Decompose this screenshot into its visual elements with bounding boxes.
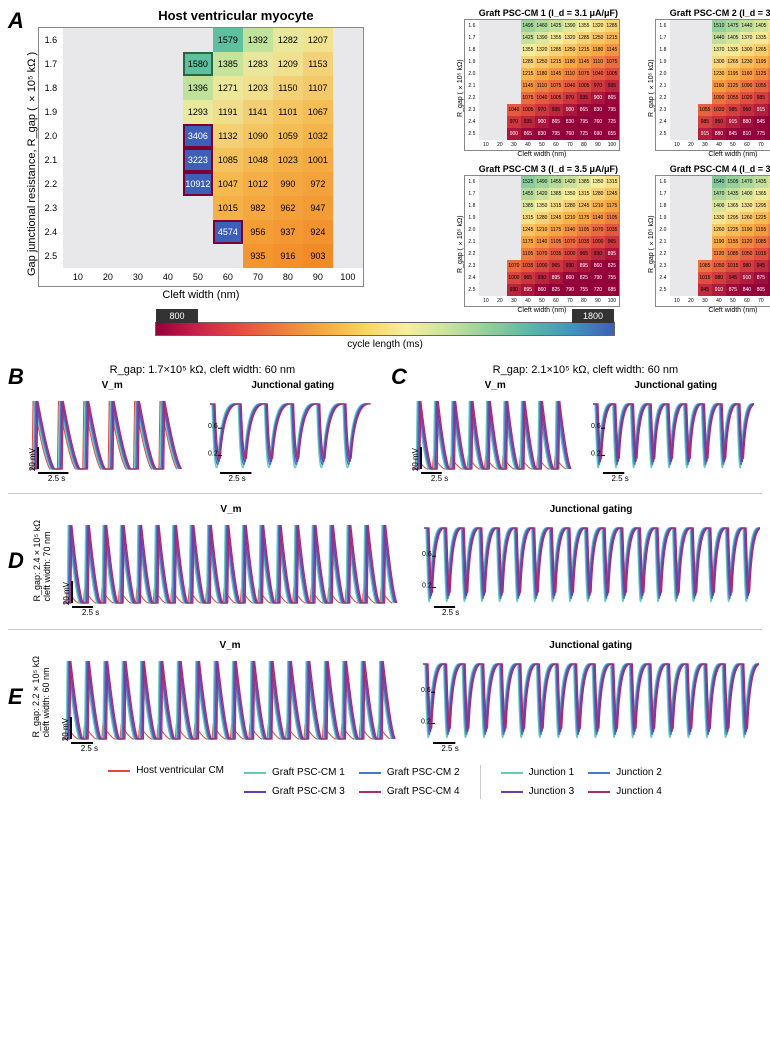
colorbar-high: 1800 [572,309,614,323]
legend-item: Graft PSC-CM 4 [359,784,460,799]
colorbar-label: cycle length (ms) [155,339,615,350]
panel-d-gate-scale-h: 2.5 s [442,608,459,617]
panel-b-vm-trace [26,393,191,483]
panel-c-vm-trace [409,393,574,483]
host-ylabel: Gap junctional resistance, R_gap ( ×10⁵ … [24,27,38,301]
svg-text:0.6: 0.6 [208,423,218,430]
colorbar-low: 800 [156,309,198,323]
panel-e-gate-scale-h: 2.5 s [441,744,458,753]
panel-b-scale-v: 20 mV [28,448,37,471]
panel-b-gate-scale-h: 2.5 s [228,474,245,483]
legend-item: Host ventricular CM [108,765,224,776]
legend-item: Graft PSC-CM 2 [359,765,460,780]
colorbar: 800 1800 cycle length (ms) [155,322,615,350]
panel-d-vm-title: V_m [60,504,402,515]
panel-a-label: A [8,8,24,34]
legend: Host ventricular CM Graft PSC-CM 1 Graft P… [8,765,762,799]
panel-b-scale-h: 2.5 s [48,474,65,483]
panel-b-label: B [8,364,24,483]
host-heatmap-panel: Host ventricular myocyte Gap junctional … [24,8,448,314]
panel-c-scale-h: 2.5 s [431,474,448,483]
small-title: Graft PSC-CM 1 (I_d = 3.1 μA/μF) [456,8,641,18]
panel-b-title: R_gap: 1.7×10⁵ kΩ, cleft width: 60 nm [26,364,379,376]
small-title: Graft PSC-CM 3 (I_d = 3.5 μA/μF) [456,164,641,174]
panel-b-gate-title: Junctional gating [206,380,379,391]
host-heatmap: 1.615791392128212071.7158013851283120911… [38,27,364,287]
svg-text:0.2: 0.2 [422,582,432,589]
panel-d-scale-v: 20 mV [62,582,71,605]
panel-b-vm-title: V_m [26,380,199,391]
panel-d-side: R_gap: 2.4×10⁵ kΩ cleft width: 70 nm [32,520,52,602]
panel-b-gate-trace: 0.2 0.6 [206,393,371,483]
panel-c-label: C [391,364,407,483]
panel-e-label: E [8,684,23,710]
legend-item: Junction 3 [501,784,575,799]
panel-d-scale-h: 2.5 s [82,608,99,617]
panel-d-gate-title: Junctional gating [420,504,762,515]
svg-text:0.2: 0.2 [591,450,601,457]
svg-text:0.6: 0.6 [421,687,431,694]
svg-text:0.2: 0.2 [421,718,431,725]
panel-e-vm-title: V_m [59,640,402,651]
legend-item: Junction 2 [588,765,662,780]
panel-e-scale-h: 2.5 s [81,744,98,753]
legend-item: Graft PSC-CM 1 [244,765,345,780]
svg-text:0.2: 0.2 [208,450,218,457]
legend-item: Graft PSC-CM 3 [244,784,345,799]
panel-e-scale-v: 20 mV [61,718,70,741]
legend-item: Junction 1 [501,765,575,780]
panel-e-gate-trace: 0.2 0.6 [419,653,759,753]
panel-c-gate-scale-h: 2.5 s [611,474,628,483]
svg-text:0.6: 0.6 [591,423,601,430]
host-xlabel: Cleft width (nm) [38,289,364,301]
panel-e-side: R_gap: 2.2×10⁵ kΩ cleft width: 60 nm [31,656,51,738]
panel-c-gate-trace: 0.2 0.6 [589,393,754,483]
panel-d-gate-trace: 0.2 0.6 [420,517,760,617]
panel-c-vm-title: V_m [409,380,582,391]
panel-c-scale-v: 20 mV [411,448,420,471]
host-heatmap-title: Host ventricular myocyte [24,8,448,23]
panel-c-title: R_gap: 2.1×10⁵ kΩ, cleft width: 60 nm [409,364,762,376]
panel-e-vm-trace [59,653,399,753]
legend-item: Junction 4 [588,784,662,799]
panel-c-gate-title: Junctional gating [589,380,762,391]
panel-d-vm-trace [60,517,400,617]
panel-d-label: D [8,548,24,574]
small-title: Graft PSC-CM 2 (I_d = 3.3 μA/μF) [647,8,770,18]
graft-heatmaps: Graft PSC-CM 1 (I_d = 3.1 μA/μF)R_gap ( … [456,8,770,314]
svg-text:0.6: 0.6 [422,551,432,558]
panel-e-gate-title: Junctional gating [419,640,762,651]
small-title: Graft PSC-CM 4 (I_d = 3.7 μA/μF) [647,164,770,174]
